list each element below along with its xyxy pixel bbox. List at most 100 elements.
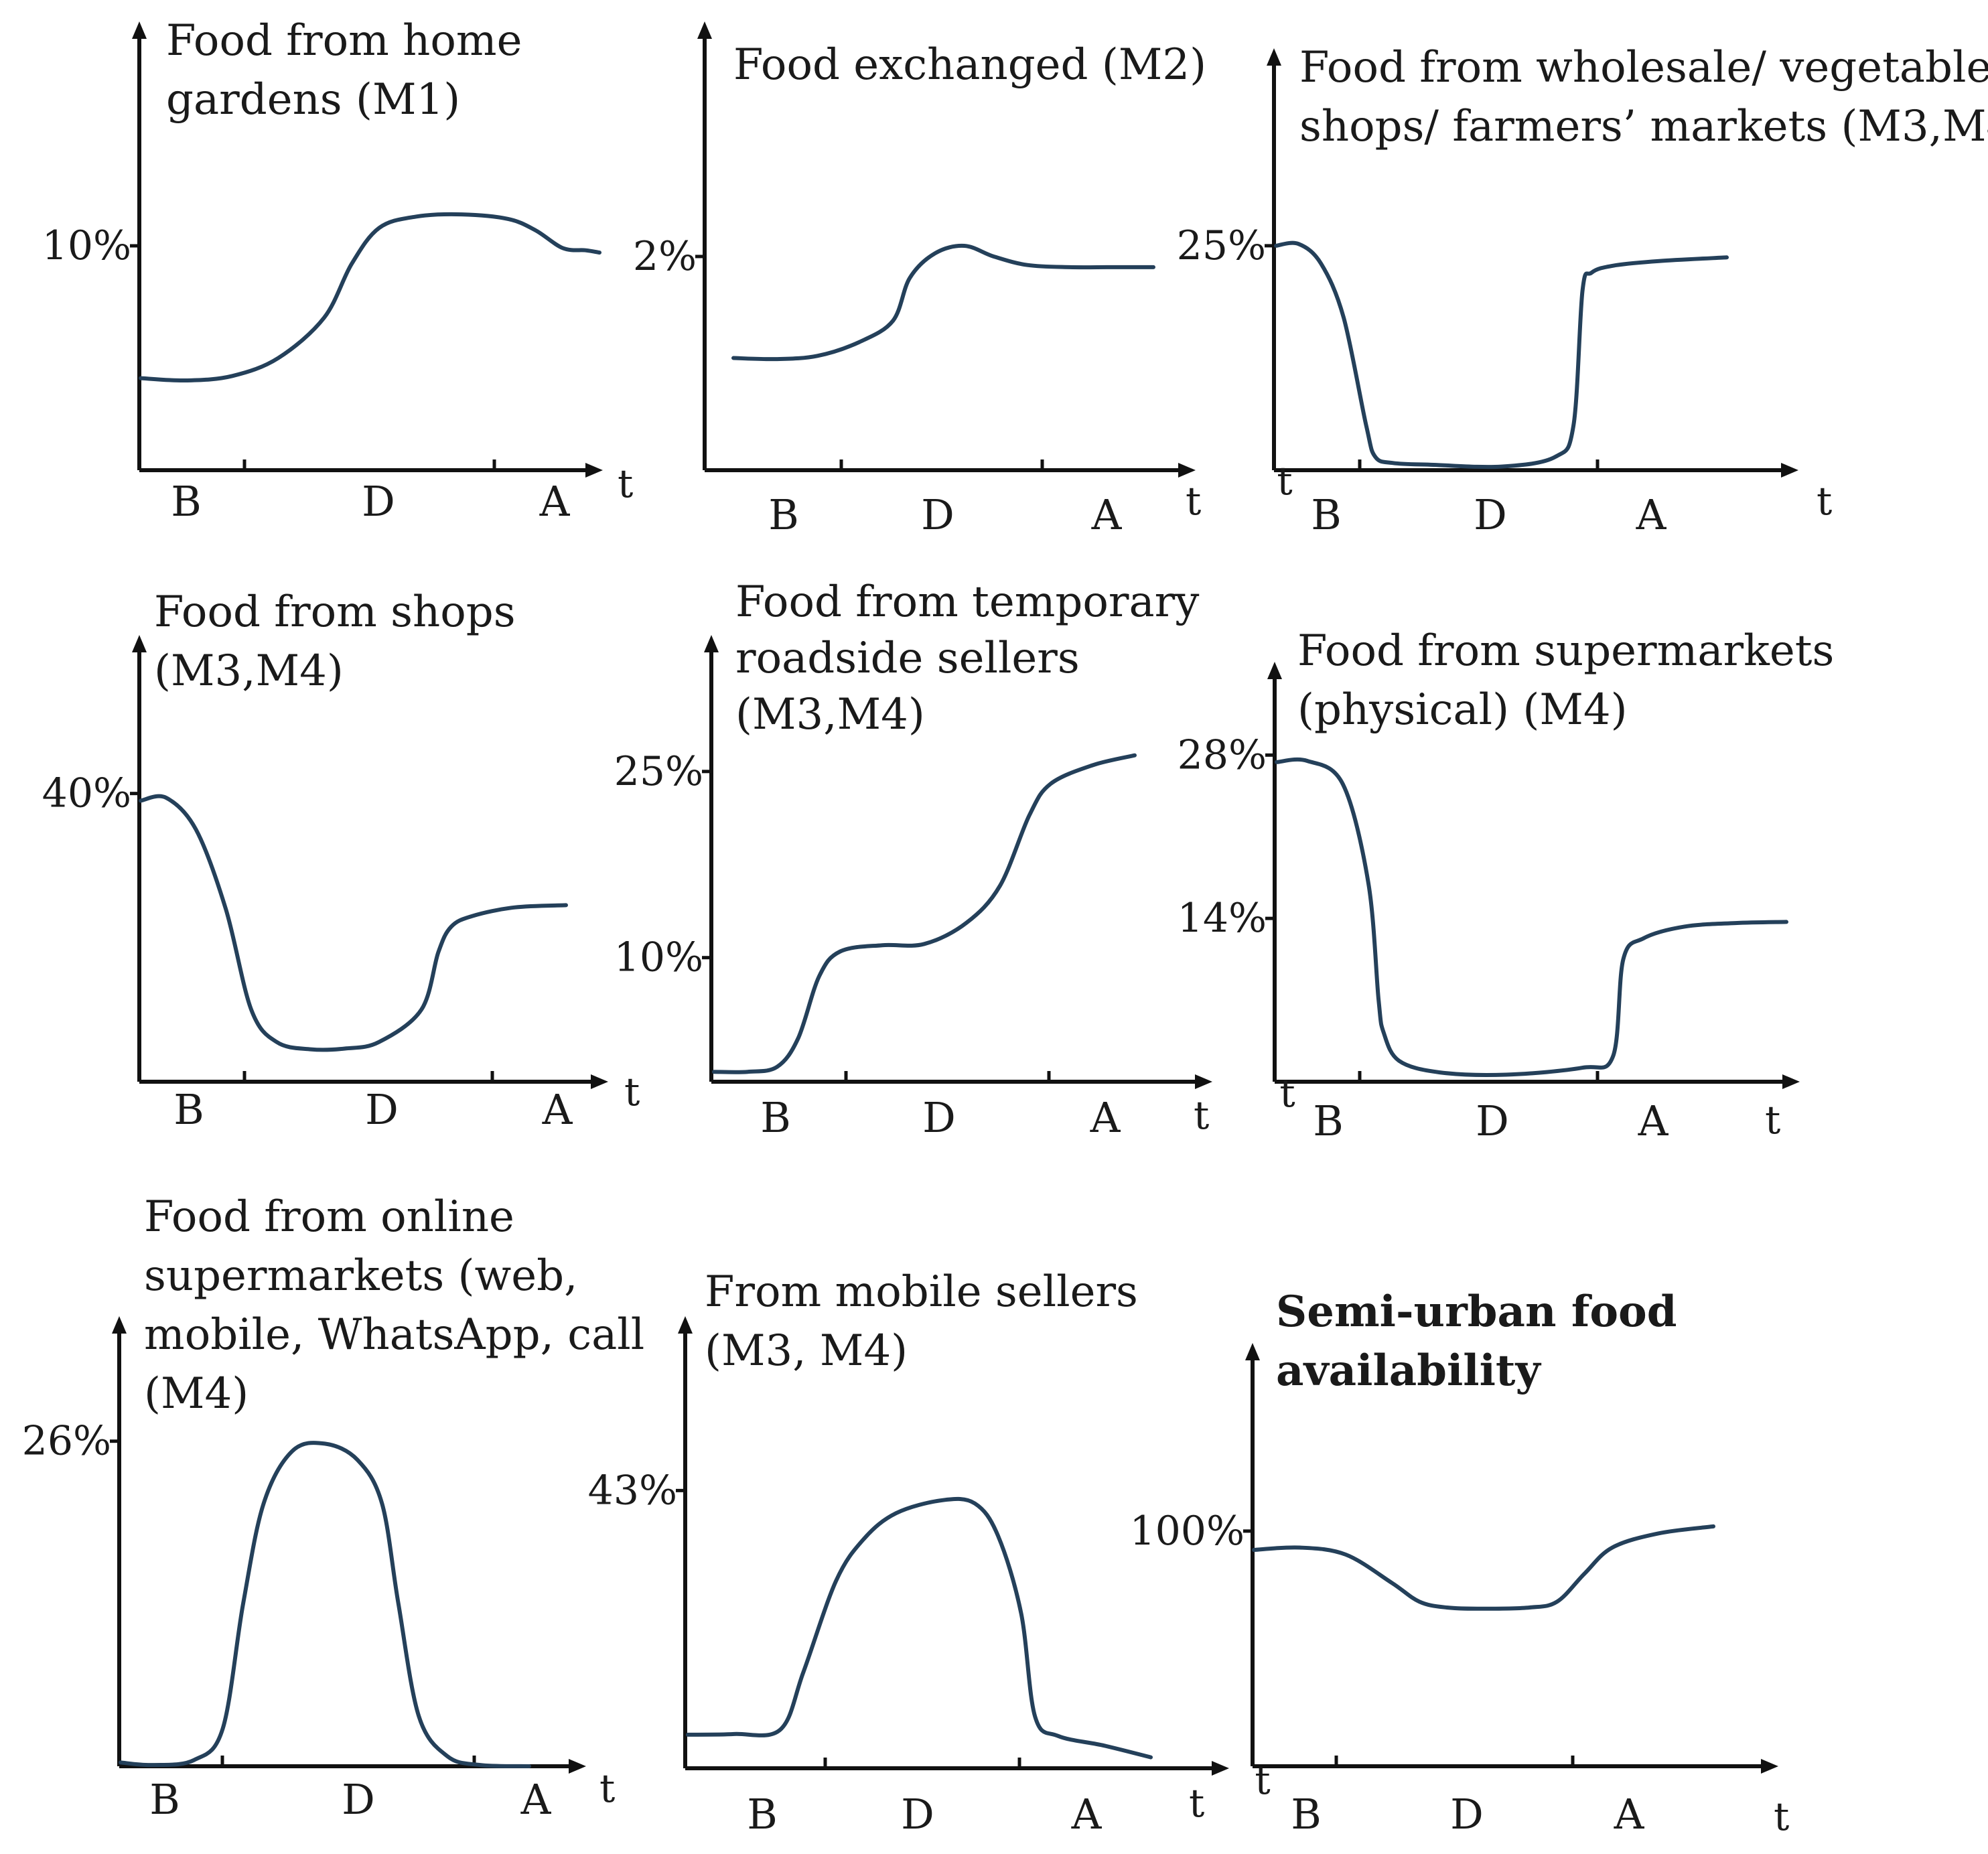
phase-label-a: A [539, 477, 571, 526]
x-axis-label: t [618, 461, 633, 506]
phase-label-d: D [1474, 490, 1507, 539]
y-tick-label: 14% [1178, 895, 1267, 942]
y-axis-arrow [697, 21, 712, 39]
series-line-share [1274, 240, 1729, 470]
origin-t-label: t [1277, 458, 1292, 504]
series-line-share [119, 1441, 531, 1768]
y-axis-arrow [112, 1316, 127, 1334]
phase-label-b: B [1311, 490, 1342, 539]
phase-label-b: B [149, 1775, 180, 1824]
chart-title-line: mobile, WhatsApp, call [144, 1310, 644, 1360]
x-axis-arrow [1781, 463, 1798, 478]
y-axis-arrow [132, 635, 147, 652]
y-tick-label: 28% [1178, 731, 1267, 778]
y-tick-label: 10% [42, 222, 131, 269]
chart-title-line: Semi-urban food [1276, 1287, 1677, 1337]
chart-title-line: Food from home [166, 16, 522, 66]
x-axis-label: t [599, 1766, 615, 1811]
chart-title-line: gardens (M1) [166, 75, 460, 125]
y-tick-label: 43% [588, 1467, 677, 1514]
phase-label-d: D [365, 1085, 399, 1134]
chart-title-line: Food from supermarkets [1297, 626, 1834, 676]
series-line-share [731, 243, 1155, 362]
chart-title-line: Food from temporary [735, 577, 1199, 627]
chart-panel-7: Food from online supermarkets (web, mobile… [22, 1192, 645, 1824]
series-line-share [139, 794, 568, 1052]
phase-label-d: D [922, 1093, 956, 1142]
phase-label-b: B [173, 1085, 204, 1134]
phase-label-a: A [542, 1085, 573, 1134]
chart-title-line: Food exchanged (M2) [733, 40, 1206, 90]
x-axis-arrow [1782, 1074, 1800, 1089]
x-axis-label: t [1194, 1092, 1209, 1138]
chart-panel-5: Food from temporary roadside sellers (M3,M… [614, 577, 1212, 1142]
phase-label-d: D [362, 477, 395, 526]
x-axis-arrow [591, 1074, 608, 1089]
y-axis-arrow [678, 1316, 693, 1334]
x-axis-arrow [1212, 1761, 1229, 1776]
series-line-share [139, 212, 601, 383]
y-axis-arrow [1267, 48, 1281, 66]
x-axis-arrow [1761, 1759, 1778, 1774]
series-line-availability [1252, 1524, 1715, 1611]
series-line-share [712, 753, 1137, 1074]
phase-label-b: B [747, 1790, 778, 1839]
chart-title-line: availability [1276, 1346, 1541, 1396]
y-axis-arrow [704, 635, 719, 652]
y-axis-arrow [132, 21, 147, 39]
x-axis-arrow [1195, 1074, 1212, 1089]
phase-label-d: D [342, 1775, 375, 1824]
phase-label-a: A [1638, 1096, 1669, 1145]
series-line-share [1275, 757, 1788, 1077]
chart-title-line: supermarkets (web, [144, 1251, 577, 1301]
x-axis-label: t [1189, 1780, 1204, 1826]
phase-label-a: A [1091, 490, 1123, 539]
x-axis-label: t [1186, 478, 1201, 524]
chart-panel-3: Food from wholesale/ vegetable shops/ far… [1177, 43, 1988, 539]
chart-title-line: (M3,M4) [735, 690, 925, 739]
phase-label-d: D [921, 490, 954, 539]
y-axis-arrow [1245, 1343, 1260, 1360]
x-axis-label: t [1774, 1794, 1789, 1839]
chart-title-line: (physical) (M4) [1297, 685, 1628, 735]
phase-label-b: B [171, 477, 202, 526]
y-tick-label: 100% [1129, 1508, 1245, 1555]
phase-label-a: A [1636, 490, 1667, 539]
phase-label-b: B [1291, 1790, 1322, 1839]
phase-label-b: B [760, 1093, 791, 1142]
phase-label-b: B [1313, 1096, 1344, 1145]
phase-label-d: D [901, 1790, 934, 1839]
phase-label-a: A [1071, 1790, 1103, 1839]
phase-label-a: A [1614, 1790, 1645, 1839]
chart-title-line: (M3,M4) [154, 646, 344, 696]
x-axis-arrow [585, 463, 603, 478]
y-tick-label: 2% [633, 233, 697, 280]
phase-label-b: B [768, 490, 799, 539]
phase-label-a: A [520, 1775, 552, 1824]
chart-title-line: Food from wholesale/ vegetable [1299, 43, 1988, 92]
chart-title-line: (M3, M4) [705, 1326, 908, 1376]
chart-panel-6: Food from supermarkets (physical) (M4) 14%… [1178, 626, 1835, 1145]
chart-title-line: (M4) [144, 1369, 248, 1419]
y-tick-label: 26% [22, 1418, 111, 1465]
x-axis-arrow [569, 1759, 586, 1774]
x-axis-arrow [1178, 463, 1196, 478]
chart-title-line: roadside sellers [735, 634, 1080, 683]
origin-t-label: t [1255, 1758, 1270, 1803]
chart-title-line: Food from shops [154, 587, 516, 637]
y-tick-label: 25% [614, 748, 703, 795]
chart-title-line: shops/ farmers’ markets (M3,M4) [1299, 102, 1988, 151]
phase-label-a: A [1090, 1093, 1121, 1142]
phase-label-d: D [1450, 1790, 1484, 1839]
y-axis-arrow [1267, 662, 1282, 679]
origin-t-label: t [1279, 1070, 1295, 1116]
phase-label-d: D [1476, 1096, 1509, 1145]
y-tick-label: 40% [42, 770, 131, 817]
y-tick-label: 10% [614, 934, 703, 981]
